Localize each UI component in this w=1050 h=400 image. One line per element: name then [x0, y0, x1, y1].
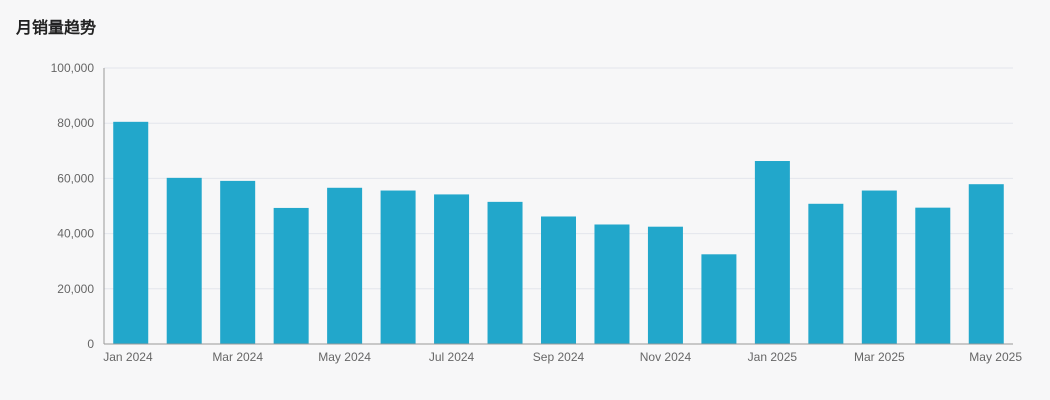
x-tick-label: Jan 2024	[103, 350, 153, 364]
bar[interactable]	[380, 190, 416, 344]
x-tick-label: Jul 2024	[429, 350, 475, 364]
bars	[113, 121, 1004, 344]
x-tick-label: May 2024	[318, 350, 371, 364]
chart-title: 月销量趋势	[16, 18, 97, 37]
y-tick-label: 60,000	[57, 171, 94, 185]
bar[interactable]	[541, 216, 576, 344]
x-tick-label: Sep 2024	[533, 350, 585, 364]
x-tick-label: Nov 2024	[640, 350, 692, 364]
bar[interactable]	[434, 194, 470, 344]
bar[interactable]	[327, 187, 363, 344]
bar[interactable]	[968, 184, 1004, 344]
x-tick-label: May 2025	[969, 350, 1022, 364]
bar[interactable]	[273, 207, 309, 344]
bar[interactable]	[487, 201, 523, 344]
axes	[103, 68, 1013, 345]
bar[interactable]	[166, 177, 202, 344]
y-tick-labels: 0 20,000 40,000 60,000 80,000 100,000	[51, 61, 95, 351]
bar[interactable]	[915, 207, 951, 344]
bar[interactable]	[754, 161, 790, 344]
bar[interactable]	[647, 226, 683, 344]
bar[interactable]	[594, 224, 630, 344]
y-tick-label: 100,000	[51, 61, 95, 75]
x-tick-label: Mar 2024	[212, 350, 263, 364]
bar[interactable]	[701, 254, 737, 344]
y-tick-label: 20,000	[57, 282, 94, 296]
bar[interactable]	[113, 121, 149, 344]
y-tick-label: 40,000	[57, 227, 94, 241]
x-tick-label: Mar 2025	[854, 350, 905, 364]
bar[interactable]	[808, 203, 844, 344]
x-tick-label: Jan 2025	[748, 350, 798, 364]
y-tick-label: 80,000	[57, 116, 94, 130]
y-tick-label: 0	[87, 337, 94, 351]
bar[interactable]	[220, 180, 256, 344]
x-tick-labels: Jan 2024 Mar 2024 May 2024 Jul 2024 Sep 2024…	[103, 350, 1022, 364]
bar[interactable]	[861, 190, 897, 344]
